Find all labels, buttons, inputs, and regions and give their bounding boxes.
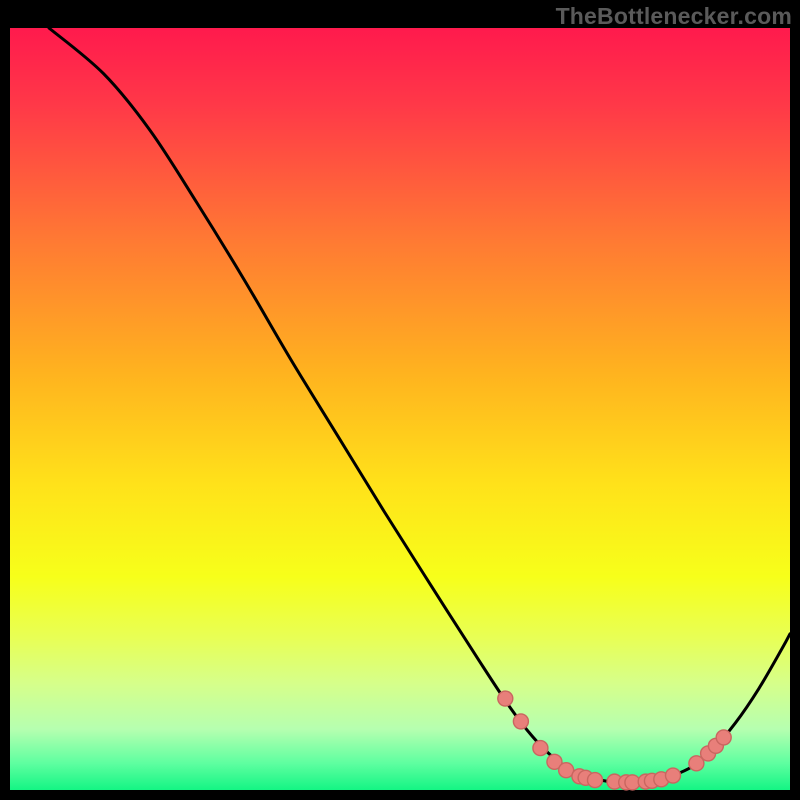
curve-marker <box>666 768 681 783</box>
chart-stage: TheBottlenecker.com <box>0 0 800 800</box>
curve-marker <box>588 773 603 788</box>
curve-marker <box>498 691 513 706</box>
curve-marker <box>513 714 528 729</box>
gradient-plot-area <box>10 28 790 790</box>
chart-svg <box>0 0 800 800</box>
curve-marker <box>716 730 731 745</box>
watermark-label: TheBottlenecker.com <box>556 3 792 30</box>
curve-marker <box>533 741 548 756</box>
